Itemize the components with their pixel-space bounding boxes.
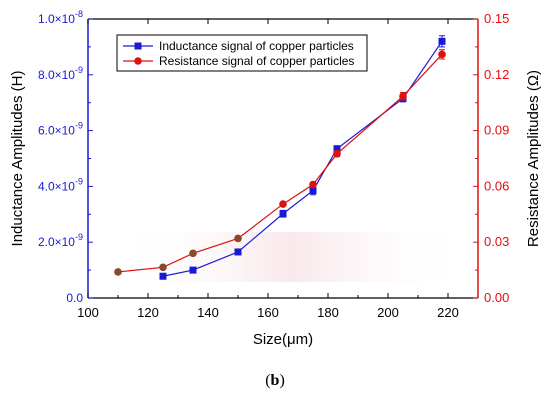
y-left-tick-label: 1.0×10-8 [38, 9, 83, 26]
y-left-tick-label: 2.0×10-9 [38, 232, 83, 249]
x-tick-label: 180 [317, 305, 339, 320]
y-left-tick-label: 6.0×10-9 [38, 121, 83, 138]
y-left-tick-label: 4.0×10-9 [38, 176, 83, 193]
plot-background-band [112, 232, 472, 282]
resistance-point [189, 249, 197, 258]
inductance-point [309, 187, 317, 195]
resistance-point [399, 92, 407, 100]
figure-caption: (b) [265, 372, 285, 389]
x-tick-label: 100 [77, 305, 99, 320]
y-left-tick-label: 0.0 [66, 291, 83, 305]
legend-marker-inductance [134, 42, 142, 50]
y-left-tick-label: 8.0×10-9 [38, 65, 83, 82]
y-left-axis-label: Inductance Amplitudes (H) [9, 71, 26, 247]
y-right-tick-label: 0.00 [484, 290, 509, 305]
inductance-point [189, 266, 197, 274]
legend-label-resistance: Resistance signal of copper particles [159, 54, 354, 68]
resistance-point [159, 263, 167, 272]
caption-letter: b [270, 372, 280, 389]
y-right-tick-label: 0.09 [484, 123, 509, 138]
resistance-point [438, 50, 446, 59]
x-axis-label: Size(μm) [253, 331, 313, 348]
inductance-series-line [162, 40, 443, 277]
resistance-point [279, 200, 287, 208]
y-right-tick-label: 0.12 [484, 67, 509, 82]
resistance-point [234, 234, 242, 243]
inductance-point [234, 248, 242, 256]
y-right-axis-label: Resistance Amplitudes (Ω) [525, 70, 542, 247]
inductance-point [333, 145, 341, 153]
x-tick-label: 220 [437, 305, 459, 320]
legend-label-inductance: Inductance signal of copper particles [159, 39, 354, 53]
x-tick-label: 140 [197, 305, 219, 320]
x-tick-label: 120 [137, 305, 159, 320]
resistance-point [333, 150, 341, 158]
resistance-point [309, 180, 317, 189]
inductance-point [279, 210, 287, 218]
y-right-tick-label: 0.06 [484, 178, 509, 193]
legend-box [116, 34, 368, 72]
legend-marker-resistance [134, 57, 142, 65]
y-right-tick-label: 0.15 [484, 11, 509, 26]
resistance-point [114, 268, 122, 276]
x-tick-label: 160 [257, 305, 279, 320]
x-tick-label: 200 [377, 305, 399, 320]
chart: 100 120 140 160 180 200 220 0.0 2.0×10-9 4.0×10-9… [9, 9, 542, 348]
inductance-point [438, 37, 446, 45]
y-right-tick-label: 0.03 [484, 234, 509, 249]
inductance-point [159, 272, 167, 280]
